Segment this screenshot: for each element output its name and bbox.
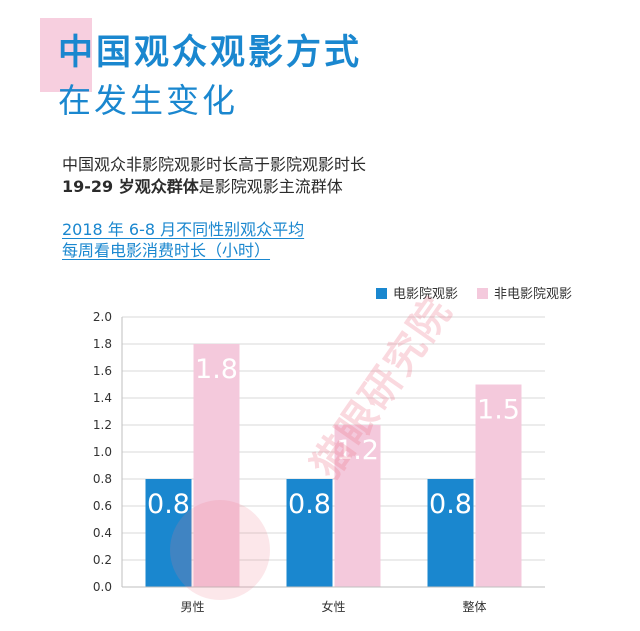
y-tick-label: 1.8 (93, 337, 112, 351)
description-highlight: 19-29 岁观众群体 (62, 177, 199, 196)
legend-swatch-cinema (376, 288, 387, 299)
x-tick-label: 女性 (321, 599, 345, 614)
data-label: 1.8 (195, 354, 238, 385)
data-label: 0.8 (147, 489, 190, 520)
y-tick-label: 0.0 (93, 580, 112, 594)
legend-swatch-non-cinema (477, 288, 488, 299)
page-title: 中国观众观影方式 (58, 33, 363, 73)
bar-non-cinema (193, 344, 240, 587)
legend-item-non-cinema: 非电影院观影 (477, 283, 573, 302)
description-line-2: 19-29 岁观众群体是影院观影主流群体 (62, 173, 343, 197)
bar-non-cinema (334, 425, 381, 587)
data-label: 1.2 (336, 435, 379, 466)
chart-subtitle-line-1: 2018 年 6-8 月不同性别观众平均 (62, 220, 305, 239)
x-tick-label: 男性 (180, 600, 204, 614)
title-accent-block (40, 18, 92, 92)
y-tick-label: 1.2 (93, 418, 112, 432)
data-label: 1.5 (477, 395, 520, 426)
data-label: 0.8 (429, 489, 472, 520)
y-tick-label: 0.6 (93, 499, 112, 513)
bar-cinema (286, 479, 333, 587)
y-tick-label: 2.0 (93, 310, 112, 324)
legend-item-cinema: 电影院观影 (376, 283, 459, 302)
legend-label-non-cinema: 非电影院观影 (494, 287, 573, 302)
y-tick-label: 1.4 (93, 391, 112, 405)
description-rest: 是影院观影主流群体 (198, 177, 343, 196)
y-tick-label: 0.2 (93, 553, 112, 567)
chart-subtitle-line-2: 每周看电影消费时长（小时） (62, 241, 271, 260)
watermark-logo (170, 500, 270, 600)
x-tick-label: 整体 (462, 599, 486, 614)
bar-non-cinema (475, 384, 522, 587)
data-label: 0.8 (288, 489, 331, 520)
bar-cinema (145, 479, 192, 587)
bar-cinema (427, 479, 474, 587)
description-line-1: 中国观众非影院观影时长高于影院观影时长 (62, 155, 367, 174)
page-title-secondary: 在发生变化 (58, 81, 238, 120)
y-tick-label: 0.8 (93, 472, 112, 486)
y-tick-label: 0.4 (93, 526, 112, 540)
y-tick-label: 1.0 (93, 445, 112, 459)
y-tick-label: 1.6 (93, 364, 112, 378)
legend-label-cinema: 电影院观影 (393, 287, 459, 302)
